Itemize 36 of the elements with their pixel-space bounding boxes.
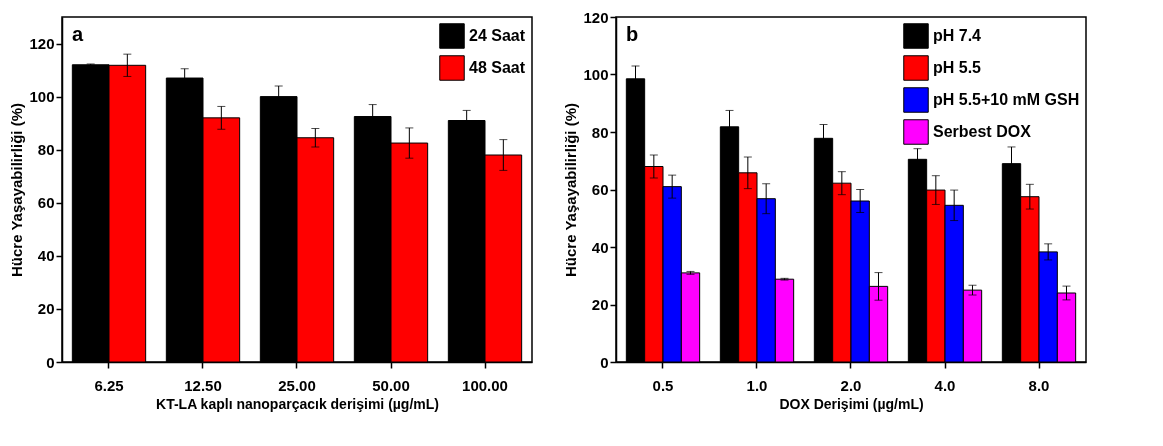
y-tick-label: 100 (583, 66, 609, 83)
x-tick-label: 6.25 (94, 376, 124, 394)
y-axis-title: Hücre Yaşayabilirliği (%) (8, 103, 26, 277)
y-tick-label: 20 (37, 300, 55, 318)
x-tick-label: 8.0 (1028, 376, 1050, 394)
x-tick-label: 12.50 (184, 376, 222, 394)
y-tick-label: 60 (37, 194, 55, 212)
x-axis-title: DOX Derişimi (µg/mL) (779, 395, 924, 412)
y-tick-label: 40 (591, 238, 609, 256)
x-tick-label: 4.0 (934, 376, 956, 394)
y-tick-label: 80 (591, 123, 609, 141)
legend-label: 24 Saat (469, 27, 526, 44)
x-tick-label: 1.0 (746, 376, 768, 394)
x-axis-title: KT-LA kaplı nanoparçacık derişimi (µg/mL) (156, 395, 439, 412)
x-tick-label: 25.00 (278, 376, 316, 394)
y-tick-label: 120 (29, 35, 55, 53)
x-tick-label: 2.0 (840, 376, 862, 394)
y-tick-label: 40 (37, 247, 55, 265)
y-tick-label: 80 (37, 141, 55, 159)
legend-label: pH 5.5+10 mM GSH (933, 91, 1080, 108)
x-tick-label: 50.00 (372, 376, 410, 394)
y-tick-label: 60 (591, 181, 609, 198)
y-tick-label: 0 (600, 353, 609, 371)
annotation: a (72, 23, 84, 45)
legend-label: 48 Saat (469, 59, 526, 76)
y-tick-label: 100 (29, 88, 55, 106)
legend-label: Serbest DOX (933, 123, 1032, 140)
x-tick-label: 0.5 (652, 376, 674, 394)
annotation: b (626, 23, 639, 45)
y-tick-label: 20 (591, 296, 609, 313)
y-tick-label: 0 (46, 353, 55, 371)
legend-label: pH 5.5 (933, 59, 982, 76)
x-tick-label: 100.00 (462, 376, 508, 394)
y-axis-title: Hücre Yaşayabilirliği (%) (562, 103, 580, 277)
legend-label: pH 7.4 (933, 27, 982, 44)
y-tick-label: 120 (583, 8, 609, 26)
